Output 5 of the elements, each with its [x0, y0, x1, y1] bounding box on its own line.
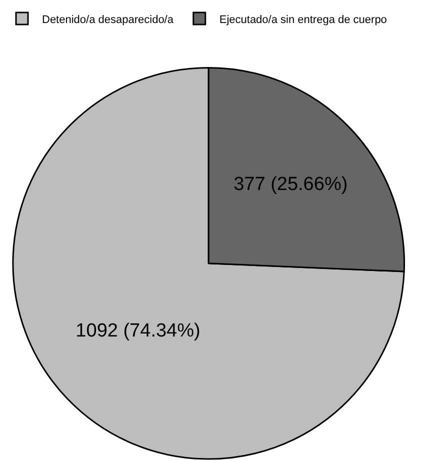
legend-label: Detenido/a desaparecido/a [42, 14, 174, 26]
data-label: 1092 (74.34%) [76, 320, 200, 342]
legend-label: Ejecutado/a sin entrega de cuerpo [219, 14, 387, 26]
data-label: 377 (25.66%) [234, 174, 348, 196]
pie-slice [12, 66, 405, 460]
